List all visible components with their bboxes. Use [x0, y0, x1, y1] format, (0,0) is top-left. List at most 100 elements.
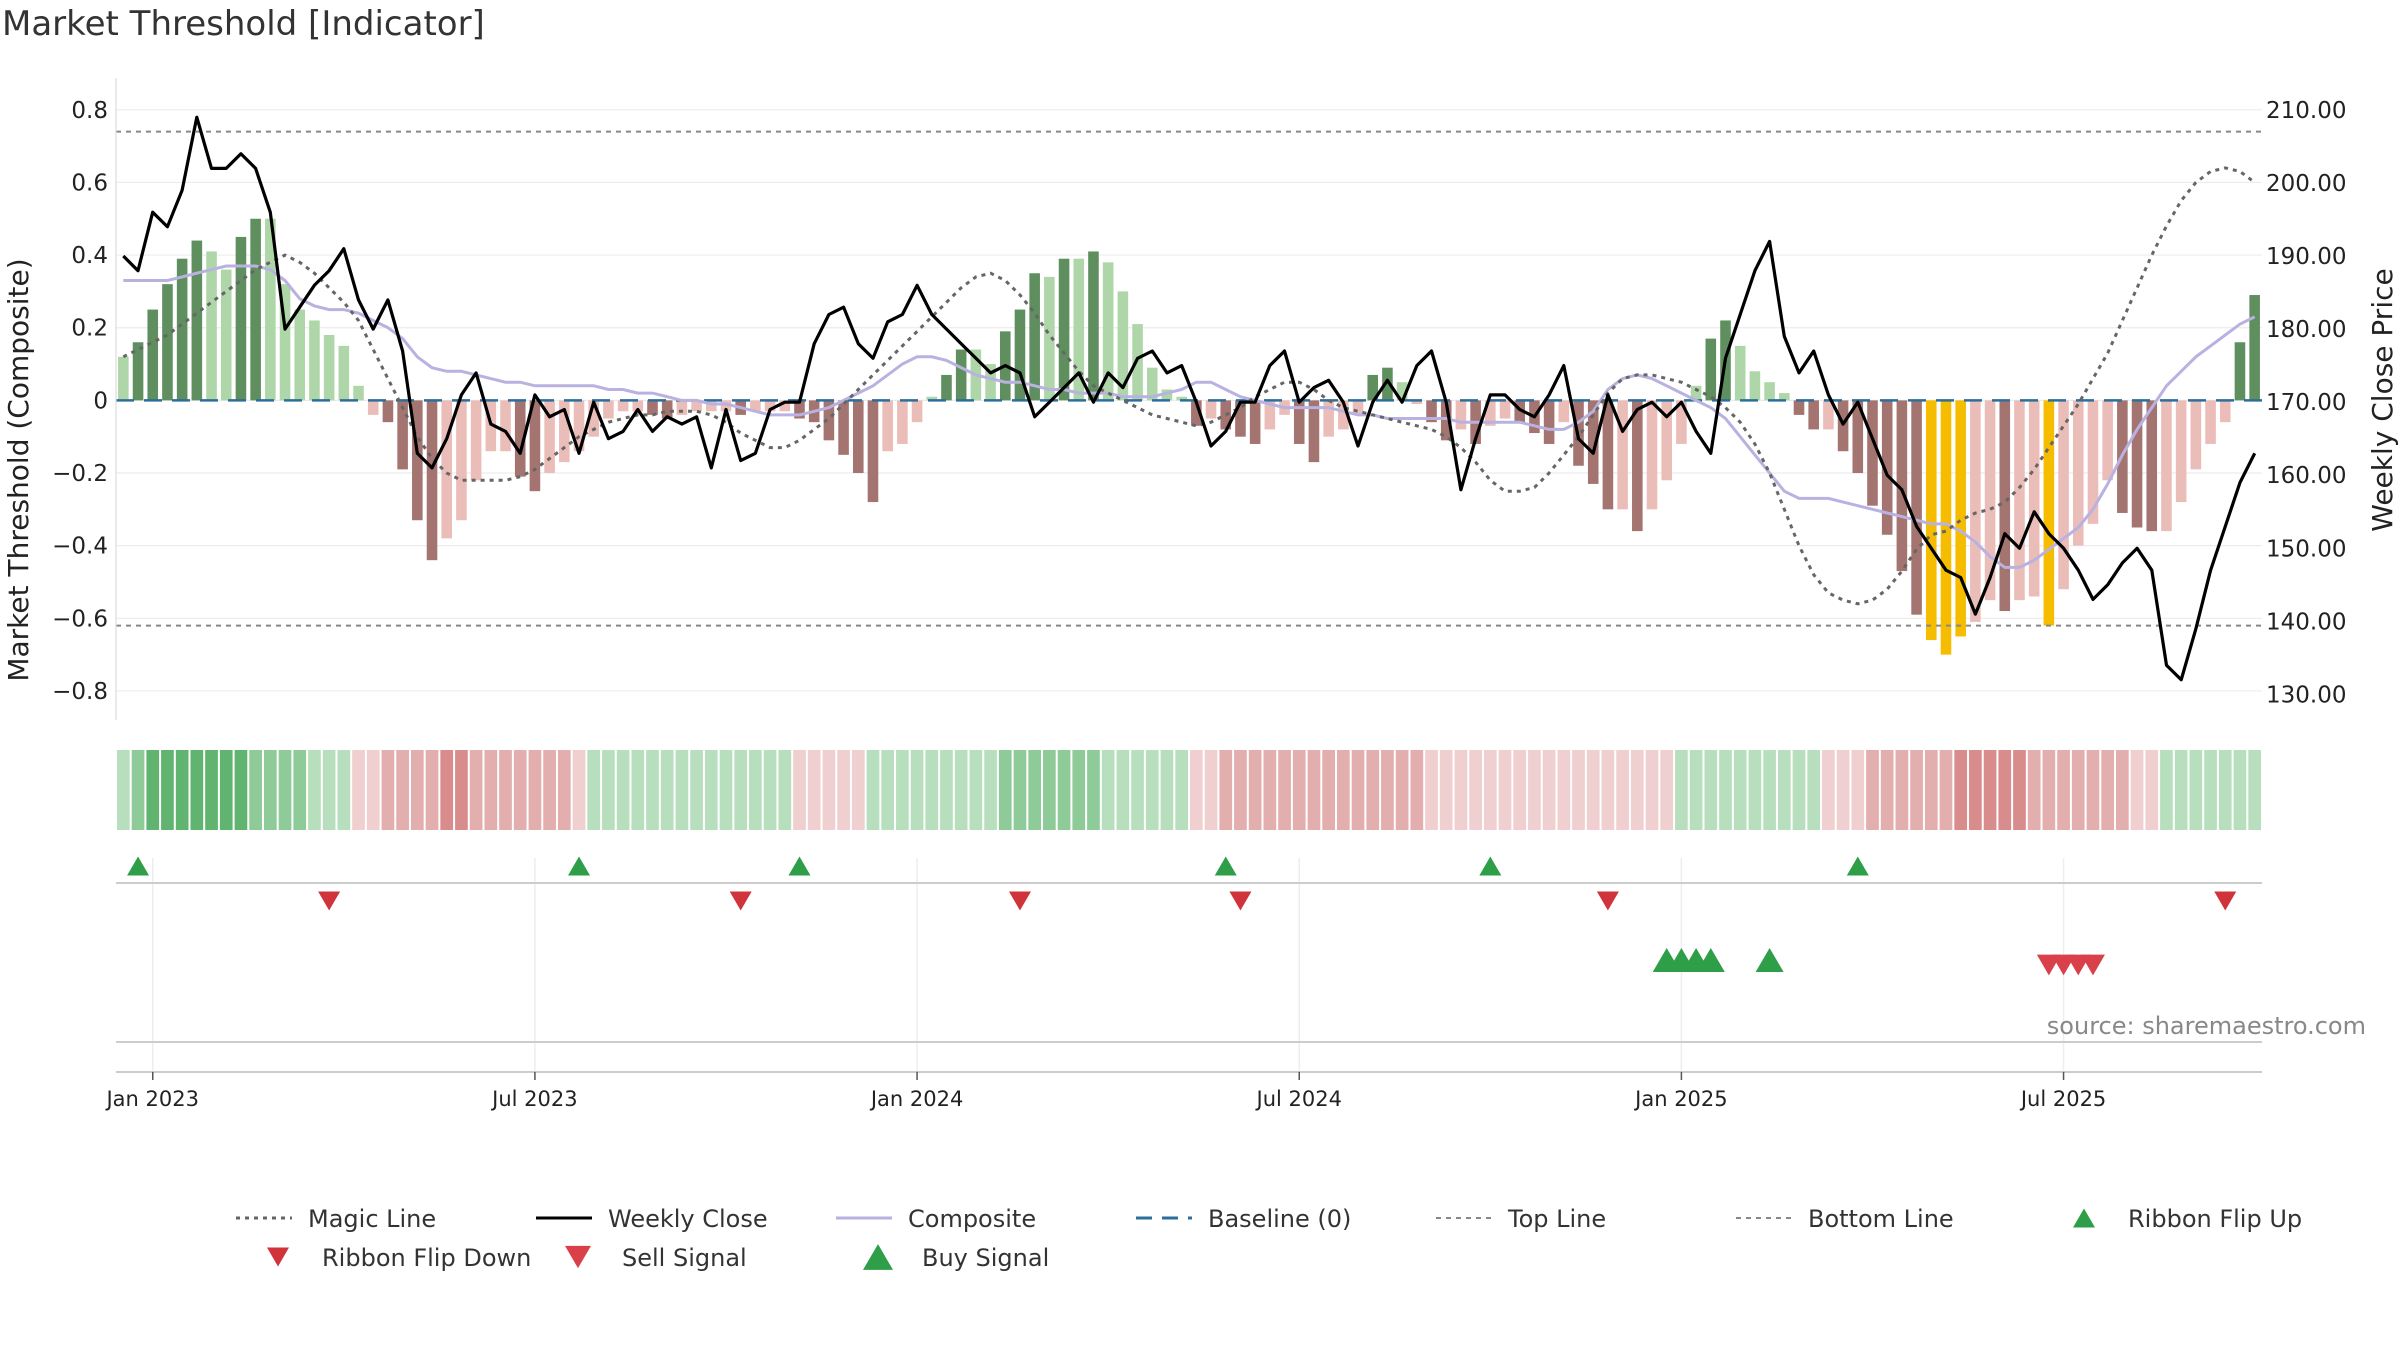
ribbon-cell: [954, 750, 968, 830]
ribbon-flip-down-marker: [729, 891, 752, 911]
histogram-bar: [1617, 400, 1628, 510]
histogram-bar: [794, 400, 805, 419]
histogram-bar: [412, 400, 423, 521]
y-tick-left: 0.8: [71, 98, 108, 124]
ribbon-flip-up-marker: [788, 856, 811, 876]
legend-label: Buy Signal: [922, 1244, 1049, 1272]
histogram-bar: [1896, 400, 1908, 572]
histogram-bar: [1587, 400, 1599, 484]
ribbon-flip-up-marker: [127, 856, 150, 876]
ribbon-cell: [175, 750, 189, 830]
histogram-bar: [514, 400, 526, 477]
histogram-bar: [235, 236, 247, 401]
ribbon-cell: [219, 750, 233, 830]
ribbon-cell: [1939, 750, 1953, 830]
legend-label: Ribbon Flip Down: [322, 1244, 531, 1272]
legend-item: Composite: [836, 1205, 1036, 1233]
chart-title: Market Threshold [Indicator]: [2, 4, 485, 44]
histogram-bar: [132, 342, 144, 401]
ribbon-cell: [793, 750, 806, 830]
ribbon-cell: [998, 750, 1012, 830]
y-tick-right: 170.00: [2266, 390, 2346, 416]
ribbon-cell: [425, 750, 439, 830]
legend-item: Buy Signal: [863, 1244, 1049, 1272]
histogram-bar: [676, 400, 688, 415]
ribbon-cell: [1439, 750, 1453, 830]
histogram-bar: [1881, 400, 1893, 535]
ribbon-strip: [117, 750, 2261, 830]
ribbon-cell: [1145, 750, 1159, 830]
ribbon-cell: [675, 750, 689, 830]
y-tick-right: 150.00: [2266, 536, 2346, 562]
histogram-bar: [911, 400, 923, 423]
ribbon-flip-down-marker: [1008, 891, 1031, 911]
ribbon-cell: [2071, 750, 2085, 830]
legend: Magic Line Weekly Close Composite Baseline …: [236, 1205, 2302, 1272]
histogram-bar: [279, 284, 291, 401]
ribbon-cell: [749, 750, 762, 830]
histogram-bar: [191, 240, 203, 401]
ribbon-cell: [1263, 750, 1277, 830]
legend-label: Weekly Close: [608, 1205, 768, 1233]
histogram-bar: [1102, 262, 1114, 401]
histogram-bar: [1044, 276, 1055, 401]
x-tick-label: Jan 2023: [104, 1087, 199, 1111]
histogram-bar: [1925, 400, 1937, 641]
histogram-bar: [426, 400, 438, 561]
histogram-bar: [2161, 400, 2172, 532]
ribbon-cell: [1087, 750, 1100, 830]
ribbon-cell: [1175, 750, 1188, 830]
ribbon-cell: [719, 750, 733, 830]
ribbon-cell: [455, 750, 468, 830]
legend-label: Bottom Line: [1808, 1205, 1954, 1233]
legend-label: Composite: [908, 1205, 1036, 1233]
histogram-bar: [1088, 251, 1099, 401]
ribbon-cell: [1454, 750, 1468, 830]
histogram-bar: [2014, 400, 2025, 601]
ribbon-cell: [910, 750, 924, 830]
histogram-bar: [779, 400, 791, 412]
legend-item: Top Line: [1436, 1205, 1606, 1233]
ribbon-cell: [1557, 750, 1571, 830]
ribbon-cell: [205, 750, 218, 830]
ribbon-cell: [322, 750, 336, 830]
ribbon-cell: [469, 750, 483, 830]
histogram-bar: [573, 400, 585, 452]
legend-label: Magic Line: [308, 1205, 436, 1233]
ribbon-cell: [925, 750, 939, 830]
ribbon-cell: [190, 750, 204, 830]
histogram-bar: [2028, 400, 2040, 597]
ribbon-cell: [1645, 750, 1659, 830]
ribbon-cell: [293, 750, 307, 830]
histogram-bar: [265, 218, 276, 401]
ribbon-cell: [1910, 750, 1923, 830]
x-axis: Jan 2023 Jul 2023 Jan 2024 Jul 2024 Jan 2025…: [104, 1071, 2262, 1111]
ribbon-cell: [1954, 750, 1968, 830]
histogram-bar: [764, 400, 776, 412]
histogram-bar: [1999, 400, 2011, 612]
y-tick-left: 0.4: [71, 243, 108, 269]
ribbon-cell: [851, 750, 865, 830]
ribbon-cell: [1101, 750, 1115, 830]
histogram-bar: [2175, 400, 2187, 503]
y-tick-right: 200.00: [2266, 171, 2346, 197]
histogram-bar: [647, 400, 658, 415]
ribbon-cell: [2248, 750, 2261, 830]
ribbon-cell: [249, 750, 262, 830]
ribbon-cell: [1792, 750, 1806, 830]
ribbon-cell: [572, 750, 586, 830]
histogram-bar: [529, 400, 541, 492]
ribbon-cell: [1616, 750, 1629, 830]
ribbon-cell: [1131, 750, 1144, 830]
histogram-bar: [1249, 400, 1261, 444]
series-lines: [116, 115, 2262, 682]
ribbon-cell: [557, 750, 571, 830]
ribbon-cell: [1895, 750, 1909, 830]
ribbon-cell: [1586, 750, 1600, 830]
ribbon-flip-up-marker: [1214, 856, 1237, 876]
ribbon-cell: [2233, 750, 2247, 830]
ribbon-cell: [2204, 750, 2217, 830]
histogram-bar: [2043, 400, 2055, 626]
buy-signal-marker: [1696, 947, 1725, 973]
x-tick-label: Jan 2025: [1633, 1087, 1728, 1111]
